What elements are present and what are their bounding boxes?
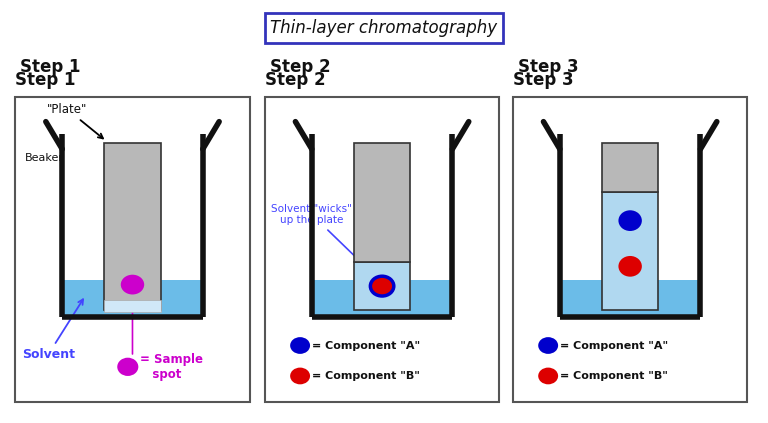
Bar xyxy=(354,262,410,310)
Text: Step 3: Step 3 xyxy=(513,71,574,89)
Text: = Component "A": = Component "A" xyxy=(312,341,420,351)
Bar xyxy=(104,143,161,310)
Text: Step 2: Step 2 xyxy=(265,71,326,89)
Bar xyxy=(602,192,658,310)
Text: Beaker: Beaker xyxy=(25,153,64,163)
Text: Step 3: Step 3 xyxy=(518,58,578,76)
Text: Step 1: Step 1 xyxy=(20,58,81,76)
Ellipse shape xyxy=(618,256,642,277)
Ellipse shape xyxy=(538,337,558,354)
Text: = Component "A": = Component "A" xyxy=(560,341,668,351)
Text: Step 2: Step 2 xyxy=(270,58,330,76)
Text: Solvent "wicks"
up the plate: Solvent "wicks" up the plate xyxy=(271,204,363,265)
Bar xyxy=(313,280,451,315)
Ellipse shape xyxy=(618,210,642,231)
Bar xyxy=(602,143,658,192)
Ellipse shape xyxy=(538,368,558,385)
Bar xyxy=(64,280,201,315)
Text: = Component "B": = Component "B" xyxy=(560,371,667,381)
Ellipse shape xyxy=(290,368,310,385)
Text: = Component "B": = Component "B" xyxy=(312,371,419,381)
Ellipse shape xyxy=(290,337,310,354)
Text: Solvent: Solvent xyxy=(22,299,83,361)
Text: Thin-layer chromatography: Thin-layer chromatography xyxy=(270,19,498,37)
Bar xyxy=(104,300,161,312)
Text: = Sample
   spot: = Sample spot xyxy=(140,353,203,381)
Ellipse shape xyxy=(118,358,138,376)
Bar xyxy=(354,143,410,262)
Text: "Plate": "Plate" xyxy=(47,102,103,138)
Ellipse shape xyxy=(370,276,394,296)
Ellipse shape xyxy=(121,275,144,294)
Bar xyxy=(561,280,699,315)
Text: Step 1: Step 1 xyxy=(15,71,76,89)
